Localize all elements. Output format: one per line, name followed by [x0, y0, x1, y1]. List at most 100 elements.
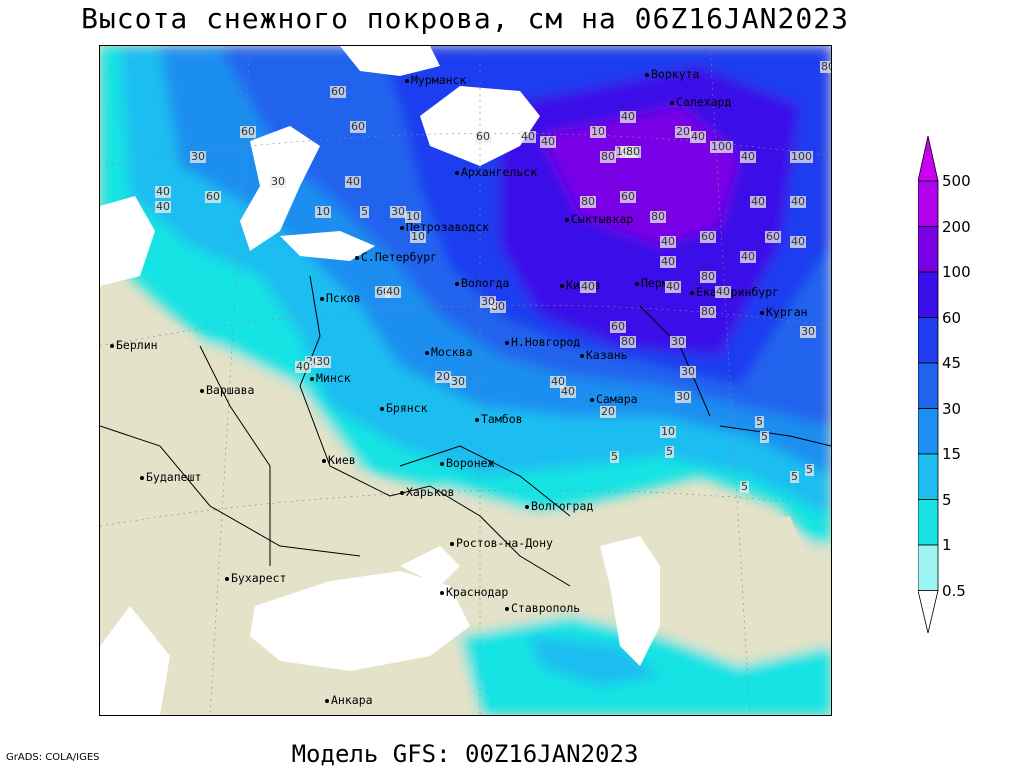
contour-label: 60 — [620, 190, 636, 203]
contour-label: 5 — [740, 480, 749, 493]
contour-label: 5 — [665, 445, 674, 458]
city-label: Сыктывкар — [565, 213, 633, 225]
contour-label: 30 — [480, 295, 496, 308]
contour-label: 5 — [360, 205, 369, 218]
contour-label: 100 — [790, 150, 813, 163]
contour-label: 40 — [715, 285, 731, 298]
city-dot-icon — [405, 78, 409, 83]
snow-depth-map: Мурманск Воркута Салехард Архангельск Петроз… — [99, 45, 832, 716]
city-name: Волгоград — [531, 499, 594, 513]
legend-label: 200 — [942, 217, 971, 236]
city-dot-icon — [325, 698, 329, 703]
legend-swatch — [917, 544, 939, 591]
city-dot-icon — [380, 406, 384, 411]
city-name: Воронеж — [446, 456, 495, 470]
city-label: Брянск — [380, 402, 428, 414]
city-name: Харьков — [406, 485, 455, 499]
contour-label: 40 — [155, 200, 171, 213]
city-name: Салехард — [676, 95, 732, 109]
city-label: Екатеринбург — [690, 286, 779, 298]
city-name: Бухарест — [231, 571, 287, 585]
city-label: Казань — [580, 349, 628, 361]
city-dot-icon — [425, 350, 429, 355]
contour-label: 40 — [740, 150, 756, 163]
city-name: Минск — [316, 371, 351, 385]
legend-label: 5 — [942, 490, 952, 509]
city-name: Мурманск — [411, 73, 467, 87]
city-name: Самара — [596, 392, 638, 406]
legend-top-arrow — [917, 135, 939, 182]
city-dot-icon — [580, 353, 584, 358]
legend-label: 45 — [942, 354, 962, 372]
contour-label: 40 — [155, 185, 171, 198]
city-dot-icon — [450, 541, 454, 546]
city-label: Бухарест — [225, 572, 286, 584]
city-dot-icon — [475, 417, 479, 422]
legend-label: 500 — [942, 172, 971, 190]
contour-label: 30 — [390, 205, 406, 218]
city-dot-icon — [590, 397, 594, 402]
contour-label: 10 — [315, 205, 331, 218]
city-name: Краснодар — [446, 585, 509, 599]
legend-swatch — [917, 499, 939, 546]
city-name: С.Петербург — [361, 250, 438, 264]
contour-label: 5 — [755, 415, 764, 428]
contour-label: 40 — [750, 195, 766, 208]
city-label: Ростов-на-Дону — [450, 537, 553, 549]
city-name: Ставрополь — [511, 601, 581, 615]
city-dot-icon — [225, 576, 229, 581]
city-dot-icon — [505, 340, 509, 345]
city-label: Киев — [322, 454, 356, 466]
city-dot-icon — [505, 606, 509, 611]
city-name: Анкара — [331, 693, 373, 707]
model-subtitle: Модель GFS: 00Z16JAN2023 — [291, 740, 639, 768]
contour-label: 60 — [330, 85, 346, 98]
contour-label: 40 — [560, 385, 576, 398]
contour-label: 40 — [790, 195, 806, 208]
contour-label: 20 — [600, 405, 616, 418]
city-dot-icon — [200, 388, 204, 393]
city-dot-icon — [322, 458, 326, 463]
contour-label: 20 — [435, 370, 451, 383]
city-name: Вологда — [461, 276, 510, 290]
legend-swatch — [917, 271, 939, 318]
city-dot-icon — [525, 504, 529, 509]
contour-label: 40 — [790, 235, 806, 248]
city-label: Вологда — [455, 277, 509, 289]
city-dot-icon — [455, 170, 459, 175]
contour-label: 40 — [665, 280, 681, 293]
city-label: Воркута — [645, 68, 699, 80]
city-label: Тамбов — [475, 413, 523, 425]
city-label: Петрозаводск — [400, 221, 489, 233]
city-name: Псков — [326, 291, 361, 305]
contour-label: 30 — [450, 375, 466, 388]
city-dot-icon — [320, 296, 324, 301]
city-label: Курган — [760, 306, 808, 318]
contour-label: 30 — [670, 335, 686, 348]
contour-label: 5 — [610, 450, 619, 463]
legend-swatch — [917, 317, 939, 364]
city-name: Варшава — [206, 383, 255, 397]
contour-label: 40 — [580, 280, 596, 293]
contour-label: 60 — [205, 190, 221, 203]
contour-label: 100 — [710, 140, 733, 153]
legend-swatch — [917, 408, 939, 455]
city-name: Архангельск — [461, 165, 538, 179]
city-label: Минск — [310, 372, 351, 384]
contour-label: 40 — [540, 135, 556, 148]
city-dot-icon — [645, 72, 649, 77]
city-name: Киев — [328, 453, 356, 467]
city-dot-icon — [440, 590, 444, 595]
city-dot-icon — [565, 217, 569, 222]
legend-bottom-arrow — [917, 590, 939, 634]
city-name: Тамбов — [481, 412, 523, 426]
contour-label: 40 — [385, 285, 401, 298]
city-label: Берлин — [110, 339, 158, 351]
city-name: Брянск — [386, 401, 428, 415]
city-name: Ростов-на-Дону — [456, 536, 553, 550]
contour-label: 40 — [345, 175, 361, 188]
city-name: Курган — [766, 305, 808, 319]
city-label: Москва — [425, 346, 473, 358]
city-label: Н.Новгород — [505, 336, 580, 348]
city-name: Екатеринбург — [696, 285, 780, 299]
